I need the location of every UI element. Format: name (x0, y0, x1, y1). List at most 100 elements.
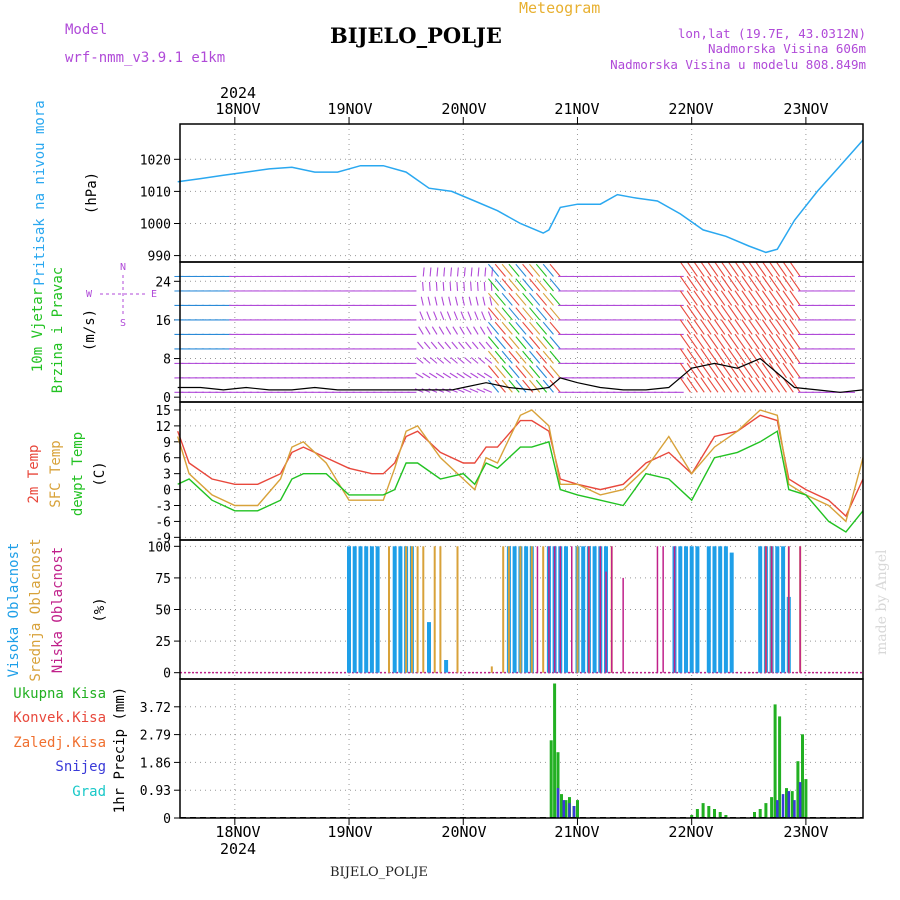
wind-barb (549, 292, 561, 306)
wind-barb (501, 321, 513, 335)
wind-barb (457, 357, 465, 364)
cloud-bar-high (706, 546, 711, 673)
wind-ytick-label: 16 (155, 314, 171, 329)
wind-barb (487, 350, 500, 364)
wind-barb (748, 362, 760, 379)
cloud-bar-mid (519, 546, 522, 673)
wind-barb (679, 319, 691, 335)
wind-barb (768, 290, 781, 306)
wind-barb (429, 357, 438, 364)
wind-barb (700, 348, 712, 364)
elevation: Nadmorska Visina 606m (708, 41, 866, 56)
cloud-bar-low (548, 546, 550, 673)
cloud-bar-mid (410, 546, 413, 673)
wind-barb (450, 357, 458, 364)
wind-barb (467, 311, 472, 321)
wind-barb (789, 348, 801, 364)
wind-barb (455, 388, 465, 393)
cloud-bar-low (770, 546, 773, 673)
wind-barb (535, 307, 548, 321)
wind-barb (789, 261, 801, 277)
wind-barb (438, 326, 445, 335)
temp-unit: (C) (92, 461, 108, 486)
wind-barb (515, 278, 527, 292)
cloud-ylabel-high: Visoka Oblacnost (6, 543, 22, 678)
wind-barb (422, 372, 431, 379)
cloud-bar-low (536, 546, 539, 673)
top-tick-label-23nov: 23NOV (783, 100, 828, 118)
wind-barb (515, 350, 527, 364)
wind-barb (483, 388, 493, 393)
wind-barb (714, 333, 726, 350)
bottom-year-label: 2024 (220, 840, 256, 858)
wind-barb (508, 292, 520, 306)
temperature-ytick-label: 3 (163, 468, 171, 483)
compass-east-label: E (151, 289, 157, 300)
wind-barb (720, 319, 733, 335)
cloud-bar-high (375, 546, 380, 673)
precip-legend-hail: Grad (72, 784, 106, 800)
model-label: Model (65, 22, 107, 38)
precip-bar-total (778, 716, 782, 818)
wind-barb (418, 326, 424, 335)
wind-barb (693, 290, 705, 306)
wind-barb (508, 336, 520, 350)
wind-barb (422, 281, 424, 292)
wind-barb (727, 261, 739, 277)
precip-ytick-label: 2.79 (140, 729, 171, 744)
wind-barb (714, 304, 726, 321)
top-tick-label-22nov: 22NOV (668, 100, 713, 118)
wind-barb (501, 365, 513, 379)
wind-barb (522, 263, 534, 277)
cloud-ytick-label: 100 (148, 540, 171, 555)
pressure-ytick-label: 1000 (140, 217, 171, 232)
cloud-bar-high (592, 546, 597, 673)
wind-barb (782, 304, 794, 321)
cloud-ylabel-mid: Srednja Oblacnost (28, 538, 44, 681)
wind-barb (443, 267, 446, 277)
wind-barb (542, 379, 554, 393)
cloud-bar-high (712, 546, 717, 673)
temperature-ytick-label: 15 (155, 404, 171, 419)
wind-barb (433, 311, 438, 321)
wind-barb (755, 377, 767, 393)
wind-barb (456, 372, 465, 379)
cloud-bar-high (444, 660, 449, 673)
cloud-bar-high (427, 622, 431, 673)
cloud-bar-high (358, 546, 363, 673)
cloud-bar-low (605, 571, 607, 673)
wind-barb (522, 365, 534, 379)
precip-legend-freezing: Zaledj.Kisa (13, 735, 106, 751)
wind-barb (515, 379, 527, 393)
wind-barb (775, 333, 787, 350)
watermark: made by Angel (874, 549, 890, 655)
cloud-bar-high (781, 546, 786, 673)
cloud-bar-low (656, 546, 659, 673)
wind-barb (768, 377, 781, 393)
precip-bar-total (713, 809, 716, 818)
wind-barb (446, 311, 452, 321)
wind-barb (727, 290, 739, 306)
precip-legend-snow: Snijeg (55, 759, 106, 775)
precip-bar-total (758, 809, 762, 818)
pressure-unit: (hPa) (84, 172, 100, 214)
wind-barb (679, 377, 691, 393)
wind-barb (431, 326, 438, 335)
wind-barb (477, 267, 480, 277)
wind-barb (748, 304, 760, 321)
precip-bar-snow (793, 800, 796, 818)
wind-barb (720, 304, 733, 321)
precip-bar-snow (556, 788, 560, 818)
wind-barb (529, 365, 541, 379)
precip-bar-total (556, 752, 560, 818)
wind-barb (782, 319, 794, 335)
wind-barb (775, 275, 787, 292)
wind-barb (470, 267, 473, 277)
temperature-ytick-label: 9 (163, 436, 171, 451)
wind-barb (775, 362, 787, 379)
wind-barb (734, 275, 746, 292)
wind-barb (686, 319, 698, 335)
cloud-bar-mid (433, 546, 436, 673)
wind-barb (481, 311, 486, 321)
